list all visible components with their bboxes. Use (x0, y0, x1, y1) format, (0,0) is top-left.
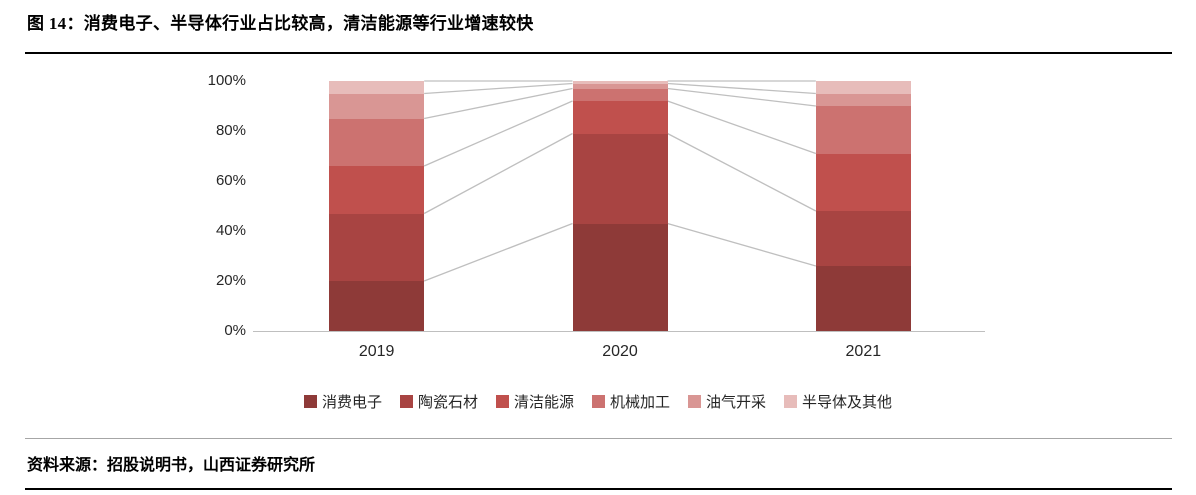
legend-swatch (784, 395, 798, 408)
y-tick-label: 20% (215, 272, 246, 289)
legend: 消费电子 陶瓷石材 清洁能源 机械加工 油气开采 半导体及其他 (0, 391, 1196, 412)
series-line (667, 222, 817, 267)
series-line (424, 87, 573, 120)
bar-segment (815, 153, 911, 211)
x-tick-label: 2019 (358, 343, 395, 360)
bar-segment (572, 88, 668, 101)
legend-label: 机械加工 (610, 394, 671, 411)
bar-segment (329, 281, 425, 331)
bar-segment (329, 118, 425, 166)
series-line (667, 82, 816, 95)
series-line (667, 100, 817, 155)
legend-label: 陶瓷石材 (417, 394, 478, 411)
x-tick-label: 2020 (602, 343, 638, 360)
legend-swatch (399, 395, 413, 408)
legend-swatch (495, 395, 509, 408)
legend-swatch (688, 395, 702, 408)
bar-segment (815, 106, 911, 154)
bar-segment (815, 266, 911, 331)
legend-swatch (303, 395, 317, 408)
y-tick-label: 100% (207, 72, 246, 89)
bar-segment (572, 133, 668, 224)
legend-swatch (592, 395, 605, 408)
y-tick-label: 60% (215, 172, 246, 189)
title-divider (25, 52, 1172, 54)
bar-segment (329, 81, 425, 94)
bar-segment (572, 101, 668, 134)
series-line (423, 222, 573, 282)
series-line (667, 132, 817, 212)
bar-segment (329, 213, 425, 281)
legend-item: 消费电子 (303, 391, 382, 412)
bottom-divider (25, 488, 1172, 490)
legend-item: 半导体及其他 (784, 391, 892, 412)
y-tick-label: 0% (224, 322, 246, 339)
series-line (423, 100, 573, 167)
legend-label: 油气开采 (706, 394, 767, 411)
legend-item: 机械加工 (592, 391, 670, 412)
legend-item: 油气开采 (688, 391, 766, 412)
bar-segment (815, 211, 911, 266)
legend-label: 消费电子 (321, 394, 382, 411)
legend-item: 清洁能源 (495, 391, 574, 412)
bar-segment (572, 81, 668, 84)
y-tick-label: 80% (215, 122, 246, 139)
bar-segment (815, 81, 911, 94)
y-tick-label: 40% (215, 222, 246, 239)
bar-segment (572, 223, 668, 331)
bar-segment (572, 83, 668, 89)
series-line (423, 132, 573, 215)
legend-label: 半导体及其他 (802, 394, 893, 411)
series-line (424, 82, 573, 95)
x-tick-label: 2021 (845, 343, 882, 360)
bar-segment (329, 93, 425, 119)
legend-item: 陶瓷石材 (399, 391, 478, 412)
x-axis-line (253, 331, 985, 332)
bar-segment (815, 93, 911, 106)
source-note: 资料来源：招股说明书，山西证券研究所 (27, 457, 316, 474)
series-line (667, 87, 816, 107)
source-divider (25, 438, 1172, 439)
bar-segment (329, 166, 425, 214)
figure-title: 图 14：消费电子、半导体行业占比较高，清洁能源等行业增速较快 (27, 14, 534, 33)
legend-label: 清洁能源 (513, 394, 574, 411)
